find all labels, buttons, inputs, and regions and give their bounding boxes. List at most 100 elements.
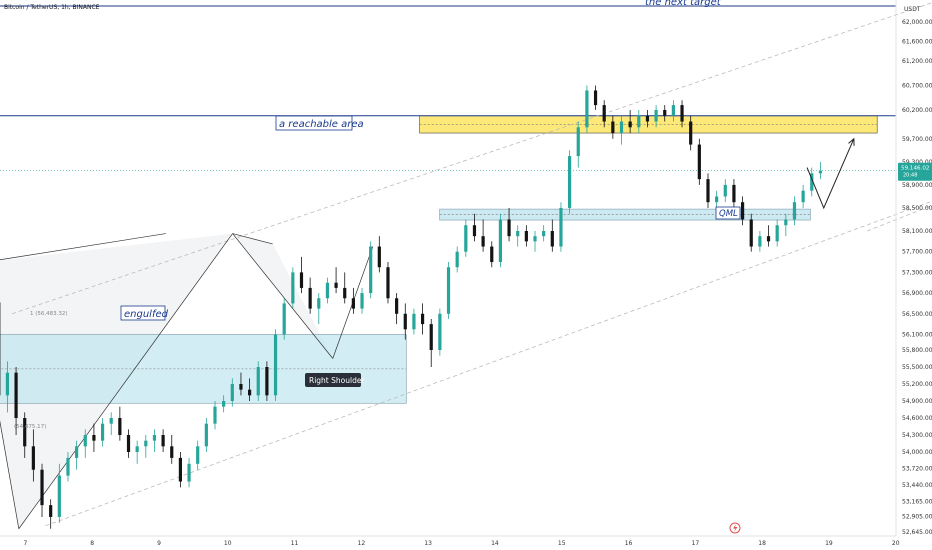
candle-body [689, 121, 693, 145]
candle-body [386, 267, 390, 299]
trendline-mid-channel [867, 204, 932, 232]
candle-body [23, 418, 27, 447]
x-tick-label: 13 [424, 540, 432, 547]
candle-body [472, 225, 477, 237]
candle-body [14, 372, 18, 418]
y-tick-label: 57,700.00 [902, 249, 932, 256]
candles [0, 85, 823, 529]
candle-body [818, 170, 823, 174]
x-tick-label: 16 [625, 540, 633, 547]
candle-body [118, 418, 122, 435]
candle-body [170, 446, 174, 458]
chart-header-symbol: Bitcoin / TetherUS, 1h, BINANCE [4, 4, 100, 11]
candle-body [498, 219, 503, 263]
candle-body [31, 446, 35, 470]
right-shoulder-label: Right Shoulder [309, 376, 365, 385]
candle-body [740, 202, 745, 220]
candle-body [516, 231, 520, 237]
trendline-pattern-v1 [18, 233, 233, 529]
candle-body [369, 246, 373, 294]
x-tick-label: 18 [758, 540, 766, 547]
trendline-lower-channel [45, 200, 932, 527]
x-tick-label: 15 [558, 540, 566, 547]
candle-body [507, 219, 511, 237]
x-tick-label: 7 [24, 540, 28, 547]
candle-body [420, 313, 425, 325]
annotation-reachable-area[interactable]: a reachable area [275, 115, 364, 131]
trendline-pattern-left [0, 420, 20, 529]
y-tick-label: 54,300.00 [902, 432, 932, 439]
candle-body [464, 225, 468, 252]
overlays [806, 137, 855, 210]
candle-body [49, 505, 53, 517]
engulfed-label: engulfed [124, 309, 169, 320]
candle-body [749, 219, 753, 247]
price-axis[interactable]: USDT 62,000.00 61,600.00 61,200.00 60,700.0… [895, 0, 932, 536]
x-tick-label: 19 [825, 540, 833, 547]
x-tick-label: 14 [491, 540, 499, 547]
candle-body [568, 156, 572, 208]
candle-body [343, 287, 347, 299]
candle-body [715, 196, 719, 203]
y-tick-label: 54,900.00 [902, 398, 932, 405]
candle-body [593, 90, 598, 106]
candle-body [377, 246, 381, 268]
candle-body [308, 287, 312, 309]
candle-body [446, 267, 451, 314]
last-price-value: 59,146.02 [901, 166, 929, 172]
trendline-pattern-top [0, 233, 166, 261]
trendline-pattern-v2 [232, 233, 334, 359]
candle-body [585, 90, 589, 128]
candle-body [550, 231, 554, 247]
annotation-next-target[interactable]: the next target [645, 0, 722, 8]
candle-body [784, 219, 788, 226]
candle-body [334, 282, 338, 288]
y-tick-label: 57,300.00 [902, 269, 932, 276]
annotation-engulfed[interactable]: engulfed [120, 305, 169, 321]
candle-body [810, 173, 814, 191]
candle-body [732, 184, 736, 203]
candle-body [533, 236, 537, 242]
candle-body [395, 298, 399, 314]
candle-body [619, 121, 624, 134]
y-tick-label: 56,500.00 [902, 311, 932, 318]
candle-body [637, 115, 641, 128]
last-price-tag: 59,146.02 20:48 [898, 162, 932, 181]
candle-body [654, 110, 658, 122]
fib-level-lower: (54,475.17) [14, 424, 46, 430]
candle-body [100, 423, 105, 441]
candle-body [429, 324, 433, 350]
candle-body [481, 236, 485, 247]
fib-level-upper: 1 (56,483.32) [30, 311, 68, 317]
candle-body [57, 475, 61, 517]
y-tick-label: 55,500.00 [902, 364, 932, 371]
candle-body [351, 298, 355, 309]
candle-body [325, 282, 330, 299]
annotation-qml[interactable]: QML [715, 206, 741, 220]
candle-body [126, 435, 131, 452]
y-tick-labels: 62,000.00 61,600.00 61,200.00 60,700.00 60,2… [902, 19, 932, 536]
candle-body [628, 121, 632, 128]
candle-body [144, 440, 148, 447]
candle-body [792, 202, 797, 220]
y-tick-label: 54,000.00 [902, 449, 932, 456]
candle-body [273, 334, 278, 396]
candle-body [723, 184, 727, 197]
time-axis[interactable]: 7 8 9 10 11 12 13 14 15 16 17 18 19 20 [0, 535, 900, 547]
candle-body [706, 179, 710, 203]
candle-body [663, 110, 667, 116]
y-tick-label: 54,600.00 [902, 415, 932, 422]
candle-body [645, 115, 650, 122]
candle-body [230, 384, 234, 401]
candle-body [75, 446, 79, 458]
trendline-pattern-top-2 [232, 233, 273, 245]
annotation-right-shoulder[interactable]: Right Shoulder [305, 373, 365, 387]
flash-icon[interactable] [729, 522, 741, 534]
projection-arrow-head [848, 137, 855, 146]
candle-body [222, 401, 226, 407]
y-tick-label: 61,600.00 [902, 39, 932, 46]
x-tick-label: 8 [90, 540, 94, 547]
y-tick-label: 62,000.00 [902, 19, 932, 26]
candle-body [265, 367, 269, 396]
